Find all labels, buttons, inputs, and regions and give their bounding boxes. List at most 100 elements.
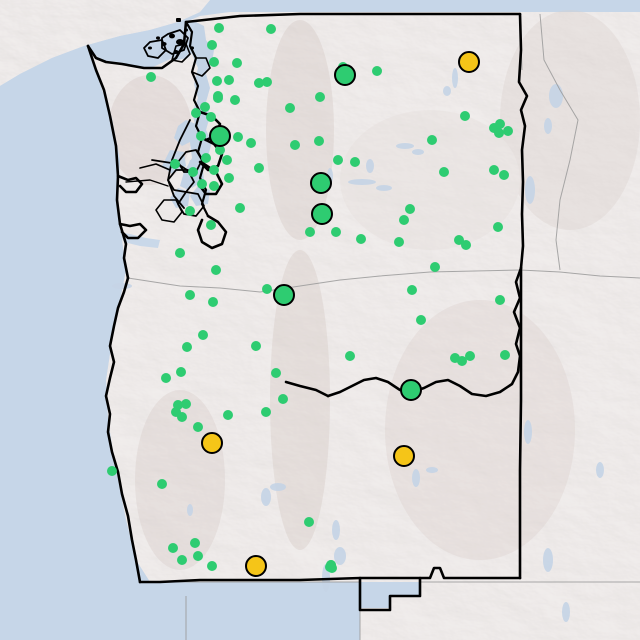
map-marker-green-small[interactable]	[315, 92, 325, 102]
map-marker-green-small[interactable]	[460, 111, 470, 121]
map-marker-green-small[interactable]	[173, 400, 183, 410]
map-marker-green-small[interactable]	[266, 24, 276, 34]
map-marker-green-small[interactable]	[394, 237, 404, 247]
map-marker-green-small[interactable]	[399, 215, 409, 225]
map-marker-green-small[interactable]	[161, 373, 171, 383]
map-marker-green-small[interactable]	[215, 145, 225, 155]
map-marker-green-small[interactable]	[331, 227, 341, 237]
map-marker-green-small[interactable]	[211, 265, 221, 275]
map-marker-green-small[interactable]	[200, 102, 210, 112]
map-marker-green-small[interactable]	[176, 367, 186, 377]
map-marker-green-small[interactable]	[407, 285, 417, 295]
map-marker-green-small[interactable]	[450, 353, 460, 363]
map-marker-green-small[interactable]	[499, 170, 509, 180]
map-marker-green-small[interactable]	[246, 138, 256, 148]
map-marker-green-small[interactable]	[209, 181, 219, 191]
map-marker-green-small[interactable]	[191, 108, 201, 118]
map-marker-green-small[interactable]	[182, 342, 192, 352]
map-marker-green-small[interactable]	[157, 479, 167, 489]
map-marker-green-small[interactable]	[489, 165, 499, 175]
map-marker-yellow-large[interactable]	[245, 555, 267, 577]
map-marker-green-large[interactable]	[273, 284, 295, 306]
map-marker-green-small[interactable]	[494, 128, 504, 138]
map-marker-green-small[interactable]	[209, 57, 219, 67]
map-marker-yellow-large[interactable]	[201, 432, 223, 454]
map-marker-yellow-large[interactable]	[458, 51, 480, 73]
map-marker-green-small[interactable]	[254, 163, 264, 173]
map-marker-green-small[interactable]	[489, 123, 499, 133]
map-marker-green-small[interactable]	[345, 351, 355, 361]
map-marker-green-large[interactable]	[400, 379, 422, 401]
map-marker-green-small[interactable]	[208, 297, 218, 307]
map-marker-green-small[interactable]	[262, 77, 272, 87]
map-marker-green-small[interactable]	[207, 40, 217, 50]
map-marker-green-small[interactable]	[170, 159, 180, 169]
map-marker-green-small[interactable]	[196, 131, 206, 141]
map-marker-green-small[interactable]	[503, 126, 513, 136]
map-marker-green-small[interactable]	[223, 410, 233, 420]
map-marker-green-small[interactable]	[500, 350, 510, 360]
map-marker-green-large[interactable]	[310, 172, 332, 194]
map-marker-green-small[interactable]	[207, 561, 217, 571]
map-marker-green-small[interactable]	[224, 173, 234, 183]
map-marker-green-small[interactable]	[457, 356, 467, 366]
map-marker-green-small[interactable]	[224, 75, 234, 85]
map-marker-green-small[interactable]	[193, 551, 203, 561]
map-marker-green-small[interactable]	[213, 93, 223, 103]
map-marker-green-small[interactable]	[493, 222, 503, 232]
map-marker-green-small[interactable]	[235, 203, 245, 213]
map-marker-green-small[interactable]	[251, 341, 261, 351]
map-marker-green-small[interactable]	[327, 563, 337, 573]
map-marker-green-small[interactable]	[465, 351, 475, 361]
map-marker-green-small[interactable]	[416, 315, 426, 325]
map-marker-green-large[interactable]	[209, 125, 231, 147]
map-marker-green-small[interactable]	[188, 167, 198, 177]
map-marker-green-small[interactable]	[290, 140, 300, 150]
map-marker-green-small[interactable]	[107, 466, 117, 476]
map-marker-green-small[interactable]	[190, 538, 200, 548]
map-marker-green-small[interactable]	[285, 103, 295, 113]
map-marker-green-small[interactable]	[206, 112, 216, 122]
map-marker-green-small[interactable]	[185, 290, 195, 300]
map-marker-green-small[interactable]	[206, 220, 216, 230]
map-marker-green-small[interactable]	[222, 155, 232, 165]
map-marker-green-small[interactable]	[177, 555, 187, 565]
map-marker-green-small[interactable]	[181, 399, 191, 409]
map-marker-green-small[interactable]	[254, 78, 264, 88]
map-marker-green-small[interactable]	[185, 206, 195, 216]
map-marker-green-small[interactable]	[261, 407, 271, 417]
map-marker-yellow-large[interactable]	[393, 445, 415, 467]
map-marker-green-small[interactable]	[233, 132, 243, 142]
map-marker-green-small[interactable]	[175, 248, 185, 258]
map-marker-green-small[interactable]	[427, 135, 437, 145]
map-marker-green-small[interactable]	[193, 422, 203, 432]
map-marker-green-small[interactable]	[146, 72, 156, 82]
map-marker-green-small[interactable]	[372, 66, 382, 76]
map-marker-green-small[interactable]	[198, 330, 208, 340]
map-marker-green-small[interactable]	[356, 234, 366, 244]
map-marker-green-small[interactable]	[439, 167, 449, 177]
map-marker-green-small[interactable]	[304, 517, 314, 527]
map-marker-green-small[interactable]	[171, 407, 181, 417]
map-marker-green-small[interactable]	[262, 284, 272, 294]
map-marker-green-small[interactable]	[168, 543, 178, 553]
map-marker-green-small[interactable]	[201, 153, 211, 163]
map-marker-green-small[interactable]	[209, 165, 219, 175]
map-marker-green-small[interactable]	[350, 157, 360, 167]
map-marker-green-small[interactable]	[212, 76, 222, 86]
map-marker-green-small[interactable]	[177, 412, 187, 422]
map-marker-green-small[interactable]	[454, 235, 464, 245]
map-marker-green-small[interactable]	[230, 95, 240, 105]
map-marker-green-small[interactable]	[278, 394, 288, 404]
map-marker-green-small[interactable]	[214, 23, 224, 33]
map-marker-green-small[interactable]	[271, 368, 281, 378]
map-marker-green-small[interactable]	[430, 262, 440, 272]
map-marker-green-small[interactable]	[232, 58, 242, 68]
map-marker-green-small[interactable]	[405, 204, 415, 214]
map-marker-green-small[interactable]	[305, 227, 315, 237]
map-marker-green-small[interactable]	[314, 136, 324, 146]
map-marker-green-small[interactable]	[333, 155, 343, 165]
map-marker-green-large[interactable]	[311, 203, 333, 225]
